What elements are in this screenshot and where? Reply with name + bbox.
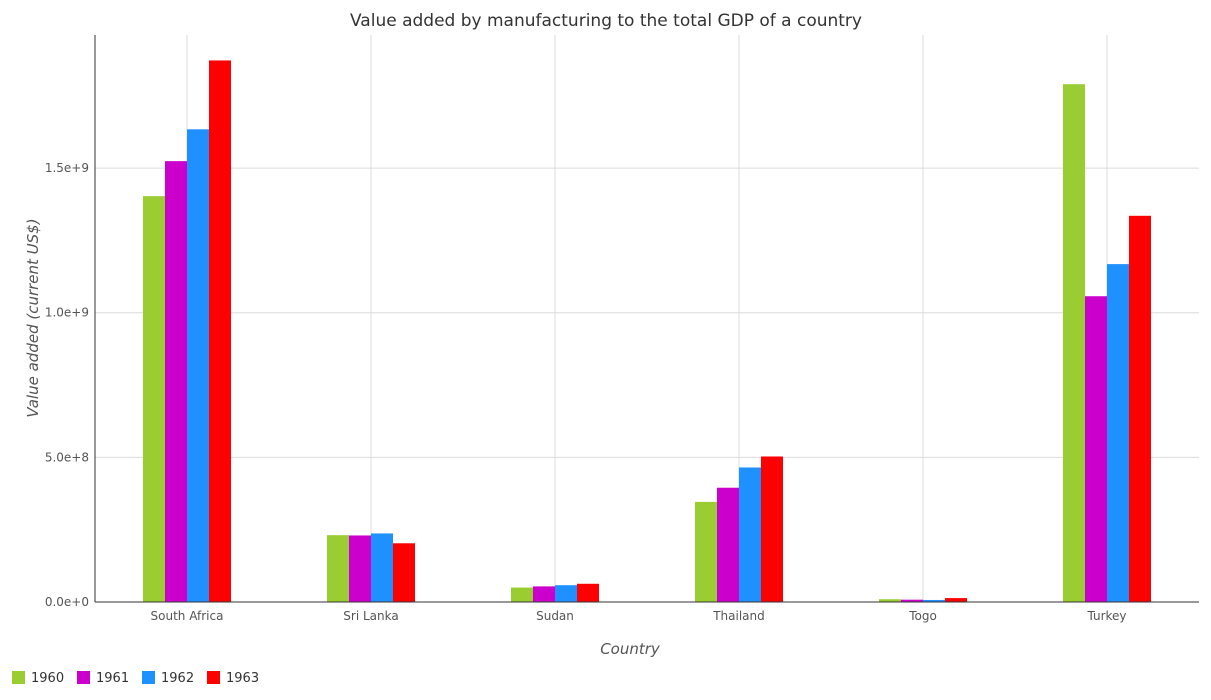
x-tick-label: South Africa — [151, 609, 224, 623]
bar-1961-turkey — [1085, 296, 1107, 602]
bar-1963-sri-lanka — [393, 543, 415, 602]
legend-swatch — [12, 671, 25, 684]
bar-1963-south-africa — [209, 60, 231, 602]
bar-1962-turkey — [1107, 264, 1129, 602]
legend-label: 1963 — [226, 671, 259, 686]
y-tick-labels: 0.0e+0 5.0e+8 1.0e+9 1.5e+9 — [45, 161, 89, 609]
bar-1960-turkey — [1063, 84, 1085, 602]
x-axis-label: Country — [600, 640, 661, 658]
bar-1962-sri-lanka — [371, 533, 393, 602]
y-tick-label: 1.0e+9 — [45, 306, 89, 320]
bar-1962-thailand — [739, 467, 761, 602]
bar-1962-south-africa — [187, 129, 209, 603]
x-tick-labels: South Africa Sri Lanka Sudan Thailand Togo Tu… — [151, 609, 1127, 623]
bar-1961-togo — [901, 599, 923, 602]
bar-1960-sudan — [511, 587, 533, 602]
bar-1961-thailand — [717, 487, 739, 602]
bar-1961-south-africa — [165, 161, 187, 602]
bar-1963-thailand — [761, 456, 783, 602]
bar-1960-sri-lanka — [327, 535, 349, 602]
bar-1963-togo — [945, 598, 967, 602]
bar-1960-togo — [879, 599, 901, 602]
y-tick-label: 5.0e+8 — [45, 450, 89, 464]
bar-1961-sudan — [533, 586, 555, 602]
legend-swatch — [77, 671, 90, 684]
bar-1962-sudan — [555, 585, 577, 602]
x-tick-label: Turkey — [1086, 609, 1126, 623]
bar-1962-togo — [923, 599, 945, 602]
y-tick-label: 1.5e+9 — [45, 161, 89, 175]
x-tick-label: Thailand — [712, 609, 765, 623]
bar-1960-south-africa — [143, 196, 165, 602]
bar-1960-thailand — [695, 501, 717, 602]
axes — [94, 35, 1199, 603]
legend: 1960 1961 1962 1963 — [12, 671, 259, 686]
legend-swatch — [142, 671, 155, 684]
x-tick-label: Togo — [908, 609, 937, 623]
bars — [143, 60, 1151, 603]
legend-swatch — [207, 671, 220, 684]
bar-1963-sudan — [577, 583, 599, 602]
legend-label: 1960 — [31, 671, 64, 686]
y-tick-label: 0.0e+0 — [45, 595, 89, 609]
grid-lines — [95, 35, 1199, 603]
x-tick-label: Sudan — [536, 609, 574, 623]
bar-1961-sri-lanka — [349, 535, 371, 602]
bar-1963-turkey — [1129, 215, 1151, 602]
chart-title: Value added by manufacturing to the tota… — [350, 11, 862, 31]
legend-label: 1962 — [161, 671, 194, 686]
x-tick-label: Sri Lanka — [343, 609, 398, 623]
legend-label: 1961 — [96, 671, 129, 686]
y-axis-label: Value added (current US$) — [24, 218, 42, 417]
